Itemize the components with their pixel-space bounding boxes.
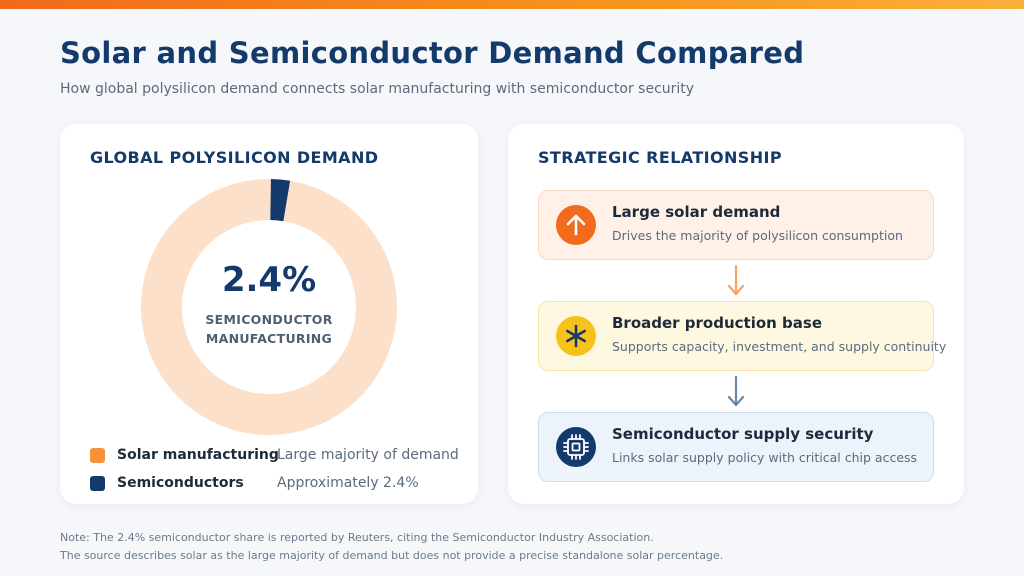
- legend-item-semiconductors: Semiconductors Approximately 2.4%: [90, 474, 470, 494]
- center-label-line: SEMICONDUCTOR: [205, 312, 333, 327]
- legend-desc: Large majority of demand: [277, 447, 459, 463]
- step-large-solar-demand: Large solar demand Drives the majority o…: [538, 190, 934, 260]
- footnote: The source describes solar as the large …: [60, 549, 724, 562]
- center-value: 2.4%: [221, 260, 317, 300]
- arrow-up-icon: [556, 205, 596, 245]
- legend-desc: Approximately 2.4%: [277, 475, 419, 491]
- step-desc: Supports capacity, investment, and suppl…: [612, 339, 947, 354]
- polysilicon-demand-card: GLOBAL POLYSILICON DEMAND 2.4% SEMICONDU…: [60, 124, 478, 504]
- top-accent-bar: [0, 0, 1024, 9]
- legend-name: Semiconductors: [117, 475, 244, 491]
- footnote: Note: The 2.4% semiconductor share is re…: [60, 531, 654, 544]
- page-subtitle: How global polysilicon demand connects s…: [60, 81, 695, 97]
- center-label-line: MANUFACTURING: [205, 331, 333, 346]
- card-heading: GLOBAL POLYSILICON DEMAND: [90, 148, 379, 167]
- step-title: Semiconductor supply security: [612, 425, 874, 443]
- donut-slice-solar: [141, 179, 397, 435]
- page-title: Solar and Semiconductor Demand Compared: [60, 36, 805, 70]
- step-broader-production-base: Broader production base Supports capacit…: [538, 301, 946, 371]
- step-desc: Drives the majority of polysilicon consu…: [612, 228, 903, 243]
- step-title: Broader production base: [612, 314, 823, 332]
- card-heading: STRATEGIC RELATIONSHIP: [538, 148, 782, 167]
- donut-slice-semiconductors: [270, 179, 291, 222]
- step-desc: Links solar supply policy with critical …: [612, 450, 918, 465]
- chip-icon: [556, 427, 596, 467]
- asterisk-icon: [556, 316, 596, 356]
- center-label: SEMICONDUCTOR MANUFACTURING: [179, 310, 359, 348]
- strategic-relationship-card: STRATEGIC RELATIONSHIP Large solar deman…: [508, 124, 964, 504]
- step-semiconductor-supply-security: Semiconductor supply security Links sola…: [538, 412, 934, 482]
- legend-item-solar: Solar manufacturing Large majority of de…: [90, 446, 470, 466]
- legend-swatch: [90, 476, 105, 491]
- legend-swatch: [90, 448, 105, 463]
- arrow-down-icon: [727, 375, 745, 407]
- legend-name: Solar manufacturing: [117, 447, 279, 463]
- arrow-down-icon: [727, 264, 745, 296]
- step-title: Large solar demand: [612, 203, 781, 221]
- donut-chart: [141, 179, 397, 435]
